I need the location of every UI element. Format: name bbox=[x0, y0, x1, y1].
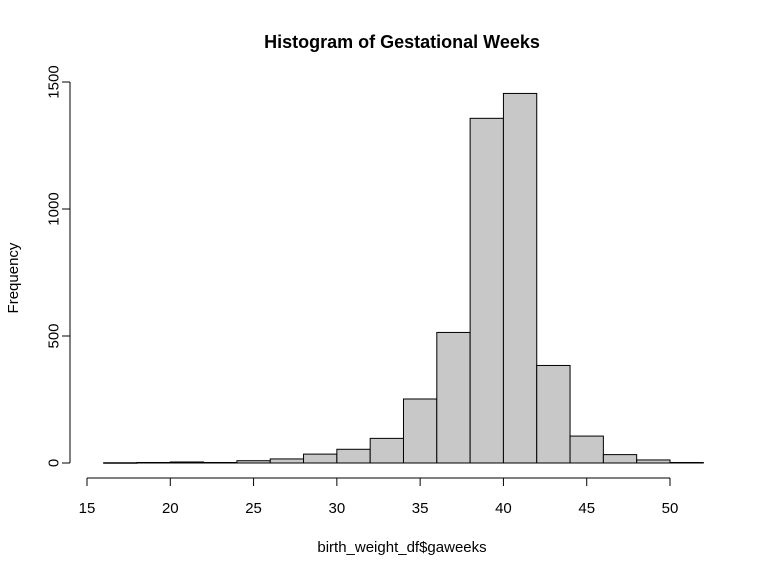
x-tick-label: 35 bbox=[412, 500, 429, 517]
x-tick-label: 30 bbox=[329, 500, 346, 517]
x-tick-label: 25 bbox=[245, 500, 262, 517]
y-tick-label: 1000 bbox=[46, 192, 63, 225]
histogram-bar bbox=[303, 453, 338, 464]
x-tick-label: 15 bbox=[79, 500, 96, 517]
x-axis: 15 20 25 30 35 40 45 50 bbox=[79, 477, 679, 517]
histogram-bar bbox=[169, 461, 205, 464]
histogram-bar bbox=[536, 364, 571, 464]
chart-title: Histogram of Gestational Weeks bbox=[264, 32, 540, 52]
y-tick-label: 0 bbox=[46, 459, 63, 467]
histogram-bar bbox=[502, 92, 538, 464]
histogram-bar bbox=[103, 462, 138, 464]
histogram-bar bbox=[402, 398, 438, 464]
x-tick-label: 50 bbox=[662, 500, 679, 517]
histogram-bar bbox=[469, 117, 504, 464]
histogram-bar bbox=[636, 459, 671, 464]
y-axis-label: Frequency bbox=[5, 242, 22, 313]
histogram-bar bbox=[569, 435, 604, 464]
histogram-bar bbox=[602, 454, 638, 464]
y-tick-label: 500 bbox=[46, 323, 63, 348]
histogram-bar bbox=[236, 460, 271, 464]
x-tick-label: 45 bbox=[578, 500, 595, 517]
histogram-bar bbox=[436, 331, 471, 464]
histogram-bar bbox=[669, 461, 704, 464]
histogram-bar bbox=[136, 461, 171, 464]
y-axis: 0 500 1000 1500 bbox=[46, 65, 71, 467]
y-tick-label: 1500 bbox=[46, 65, 63, 98]
x-tick-label: 20 bbox=[162, 500, 179, 517]
histogram-bar bbox=[336, 448, 371, 464]
x-tick-label: 40 bbox=[495, 500, 512, 517]
histogram-bar bbox=[269, 458, 305, 464]
histogram-bar bbox=[369, 437, 404, 464]
bars-group bbox=[103, 92, 704, 464]
histogram-bar bbox=[203, 461, 238, 464]
x-axis-label: birth_weight_df$gaweeks bbox=[317, 539, 486, 556]
